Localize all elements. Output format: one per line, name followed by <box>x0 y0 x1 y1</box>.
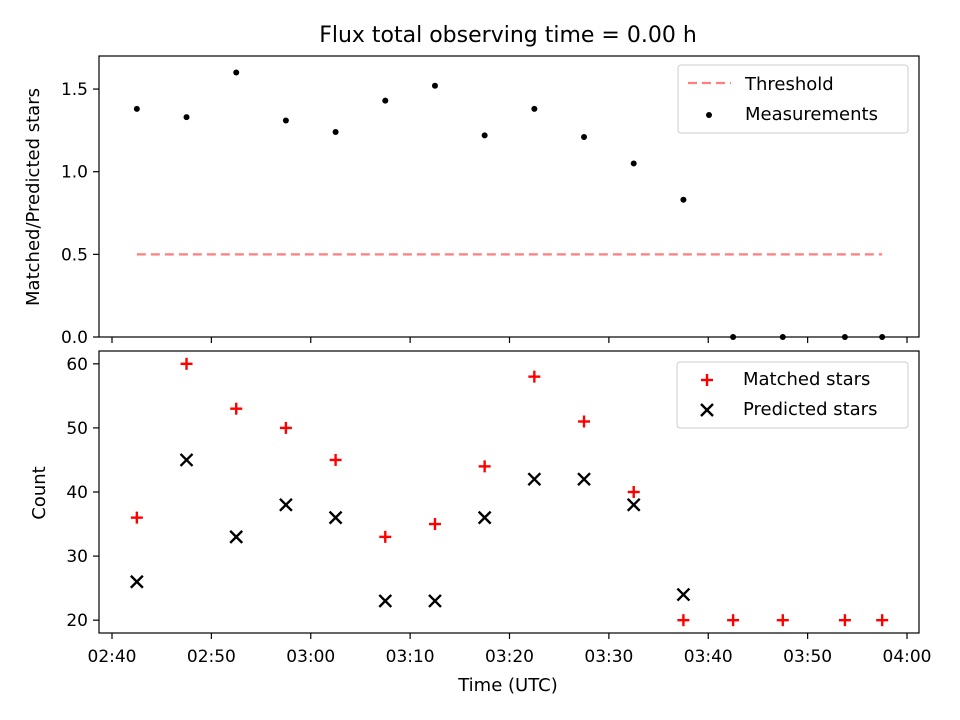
top-y-axis-label: Matched/Predicted stars <box>23 88 44 306</box>
matched-stars-point <box>230 402 243 415</box>
legend-measurements-label: Measurements <box>745 104 878 125</box>
bottom-y-tick-label: 30 <box>66 547 88 567</box>
top-x-ticks <box>111 337 908 343</box>
matched-stars-points <box>130 357 889 627</box>
legend-matched-marker <box>701 374 713 386</box>
measurement-point <box>581 133 588 140</box>
matched-stars-point <box>727 614 740 627</box>
matched-stars-point <box>838 614 851 627</box>
bottom-x-tick-label: 03:10 <box>386 647 435 667</box>
matched-stars-point <box>379 530 392 543</box>
bottom-y-axis-label: Count <box>29 466 50 519</box>
matched-stars-point <box>578 415 591 428</box>
matched-stars-point <box>776 614 789 627</box>
top-y-tick-label: 0.5 <box>61 245 88 265</box>
bottom-y-tick-label: 50 <box>66 419 88 439</box>
measurement-point <box>730 334 737 340</box>
measurement-point <box>282 117 289 124</box>
legend-threshold-label: Threshold <box>744 74 834 95</box>
predicted-stars-point <box>577 472 591 487</box>
bottom-x-tick-label: 02:50 <box>187 647 236 667</box>
bottom-x-tick-label: 03:20 <box>485 647 534 667</box>
predicted-stars-point <box>179 453 194 467</box>
top-y-tick-label: 1.0 <box>61 163 88 183</box>
bottom-panel: 20 30 40 50 60 02:40 02:50 03:00 03:10 03:20 03:3… <box>29 350 932 696</box>
matched-stars-point <box>677 614 690 627</box>
matched-stars-point <box>478 460 491 473</box>
top-legend-frame <box>677 64 909 134</box>
top-y-tick-label: 0.0 <box>61 328 88 348</box>
measurement-points <box>133 69 886 340</box>
top-panel: 0.0 0.5 1.0 1.5 Matched/Predicted stars Thr… <box>23 55 920 348</box>
bottom-y-tick-label: 60 <box>66 355 88 375</box>
measurement-point <box>133 105 140 112</box>
predicted-stars-point <box>279 497 293 512</box>
measurement-point <box>481 132 488 139</box>
measurement-point <box>233 69 240 76</box>
measurement-point <box>382 97 389 104</box>
legend-matched-swatch <box>701 374 713 386</box>
bottom-x-tick-label: 03:40 <box>684 647 733 667</box>
legend-predicted-marker <box>700 403 714 417</box>
matched-stars-point <box>528 370 541 383</box>
bottom-x-tick-label: 02:40 <box>88 647 137 667</box>
predicted-stars-point <box>676 587 691 602</box>
predicted-stars-point <box>527 472 542 487</box>
predicted-stars-point <box>477 510 492 525</box>
predicted-stars-point <box>428 594 442 608</box>
measurement-point <box>841 334 848 340</box>
predicted-stars-point <box>328 510 343 525</box>
predicted-stars-point <box>229 530 244 544</box>
bottom-legend-frame <box>676 361 909 429</box>
legend-matched-label: Matched stars <box>743 369 870 390</box>
measurement-point <box>680 196 687 203</box>
measurement-point <box>332 129 339 136</box>
matched-stars-point <box>876 614 889 627</box>
chart-title: Flux total observing time = 0.00 h <box>319 23 697 48</box>
predicted-stars-point <box>129 574 144 589</box>
top-legend: Threshold Measurements <box>677 64 909 134</box>
predicted-stars-points <box>129 453 691 608</box>
matched-stars-point <box>130 511 143 524</box>
matched-stars-point <box>279 421 292 434</box>
predicted-stars-point <box>626 497 641 512</box>
predicted-stars-point <box>378 594 393 608</box>
bottom-legend: Matched stars Predicted stars <box>676 361 909 429</box>
bottom-y-tick-label: 40 <box>66 483 88 503</box>
top-y-ticks: 0.0 0.5 1.0 1.5 <box>61 80 99 348</box>
measurement-point <box>183 114 190 121</box>
bottom-x-tick-label: 03:30 <box>584 647 633 667</box>
bottom-x-tick-label: 04:00 <box>883 647 932 667</box>
measurement-point <box>879 334 886 340</box>
legend-measurements-swatch <box>706 112 712 118</box>
matched-stars-point <box>627 486 640 498</box>
bottom-x-tick-label: 03:50 <box>783 647 832 667</box>
bottom-y-tick-label: 20 <box>66 611 88 631</box>
matched-stars-point <box>180 357 193 370</box>
matched-stars-point <box>329 453 342 466</box>
top-y-tick-label: 1.5 <box>61 80 88 100</box>
bottom-x-ticks: 02:40 02:50 03:00 03:10 03:20 03:30 03:40 03:50… <box>88 633 932 667</box>
legend-predicted-swatch <box>700 403 714 417</box>
bottom-x-tick-label: 03:00 <box>286 647 335 667</box>
legend-predicted-label: Predicted stars <box>743 399 877 420</box>
measurement-point <box>630 160 637 167</box>
bottom-y-ticks: 20 30 40 50 60 <box>66 355 99 631</box>
bottom-x-axis-label: Time (UTC) <box>457 675 558 696</box>
measurement-point <box>779 334 786 340</box>
measurement-point <box>431 82 438 89</box>
matched-stars-point <box>428 518 441 531</box>
measurement-point <box>531 105 538 112</box>
